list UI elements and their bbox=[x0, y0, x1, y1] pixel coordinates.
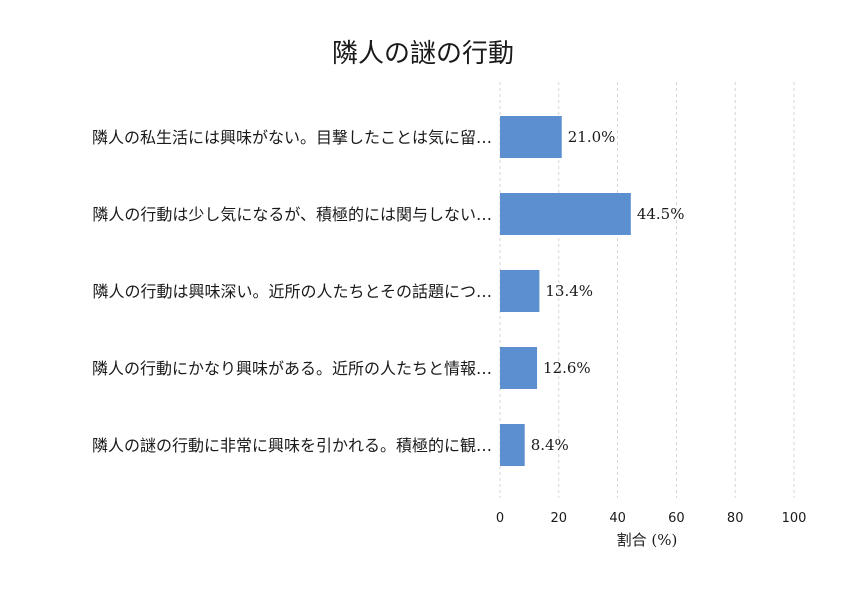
value-label: 8.4% bbox=[531, 436, 569, 454]
bar bbox=[500, 424, 525, 466]
x-tick-label: 60 bbox=[668, 511, 685, 526]
x-tick-label: 0 bbox=[496, 511, 504, 526]
category-label: 隣人の行動は少し気になるが、積極的には関与しない… bbox=[92, 205, 492, 224]
category-label: 隣人の謎の行動に非常に興味を引かれる。積極的に観… bbox=[92, 436, 492, 455]
bar bbox=[500, 347, 538, 389]
category-label: 隣人の私生活には興味がない。目撃したことは気に留… bbox=[92, 128, 492, 147]
value-label: 21.0% bbox=[568, 128, 616, 146]
value-label: 12.6% bbox=[543, 359, 591, 377]
x-tick-label: 20 bbox=[551, 511, 568, 526]
bar bbox=[500, 270, 540, 312]
bar bbox=[500, 193, 631, 235]
value-labels: 21.0% 44.5% 13.4% 12.6% 8.4% bbox=[531, 128, 685, 454]
category-labels: 隣人の私生活には興味がない。目撃したことは気に留… 隣人の行動は少し気になるが、積… bbox=[92, 128, 492, 455]
bar bbox=[500, 116, 562, 158]
category-label: 隣人の行動は興味深い。近所の人たちとその話題につ… bbox=[92, 282, 492, 301]
x-axis-ticks: 0 20 40 60 80 100 bbox=[496, 511, 807, 526]
bars bbox=[500, 116, 631, 466]
category-label: 隣人の行動にかなり興味がある。近所の人たちと情報… bbox=[92, 359, 492, 378]
x-tick-label: 40 bbox=[609, 511, 626, 526]
chart-title: 隣人の謎の行動 bbox=[332, 39, 514, 69]
value-label: 13.4% bbox=[545, 282, 593, 300]
x-axis-label: 割合 (%) bbox=[617, 531, 678, 549]
value-label: 44.5% bbox=[637, 205, 685, 223]
x-tick-label: 100 bbox=[782, 511, 807, 526]
x-tick-label: 80 bbox=[727, 511, 744, 526]
